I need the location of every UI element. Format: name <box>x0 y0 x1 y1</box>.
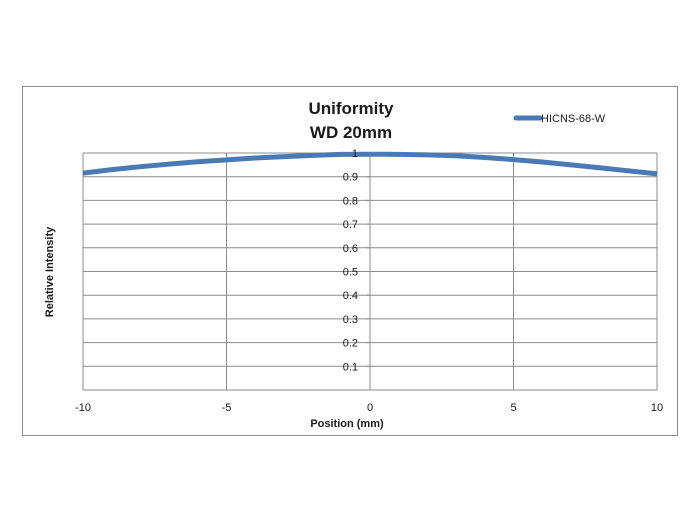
y-tick-labels: 0.1 0.2 0.3 0.4 0.5 0.6 0.7 0.8 0.9 1 <box>343 148 358 373</box>
y-tick-label: 0.5 <box>343 267 358 279</box>
y-tick-label: 0.7 <box>343 219 358 231</box>
y-tick-label: 1 <box>352 148 358 160</box>
y-tick-label: 0.9 <box>343 172 358 184</box>
y-axis-title: Relative Intensity <box>44 226 56 317</box>
chart-title: Uniformity <box>309 99 395 118</box>
x-tick-label: 0 <box>367 402 373 414</box>
legend-label-hicns-68-w: HICNS-68-W <box>541 113 606 125</box>
chart-svg: 0.1 0.2 0.3 0.4 0.5 0.6 0.7 0.8 0.9 1 -10 -5 0 5 10 U… <box>44 99 663 430</box>
legend: HICNS-68-W <box>513 113 606 125</box>
series-layer <box>82 151 658 177</box>
grid <box>82 152 658 391</box>
chart-subtitle: WD 20mm <box>310 123 392 142</box>
series-line-hicns-68-w <box>82 151 658 177</box>
y-tick-label: 0.4 <box>343 290 358 302</box>
x-tick-labels: -10 -5 0 5 10 <box>75 402 663 414</box>
y-tick-label: 0.6 <box>343 243 358 255</box>
y-tick-label: 0.2 <box>343 338 358 350</box>
x-tick-label: 10 <box>651 402 663 414</box>
y-tick-label: 0.8 <box>343 195 358 207</box>
y-tick-label: 0.3 <box>343 314 358 326</box>
x-axis-title: Position (mm) <box>310 418 384 430</box>
x-tick-label: -10 <box>75 402 91 414</box>
x-tick-label: 5 <box>510 402 516 414</box>
x-tick-label: -5 <box>222 402 232 414</box>
y-tick-label: 0.1 <box>343 361 358 373</box>
chart-frame: 0.1 0.2 0.3 0.4 0.5 0.6 0.7 0.8 0.9 1 -10 -5 0 5 10 U… <box>22 86 678 436</box>
